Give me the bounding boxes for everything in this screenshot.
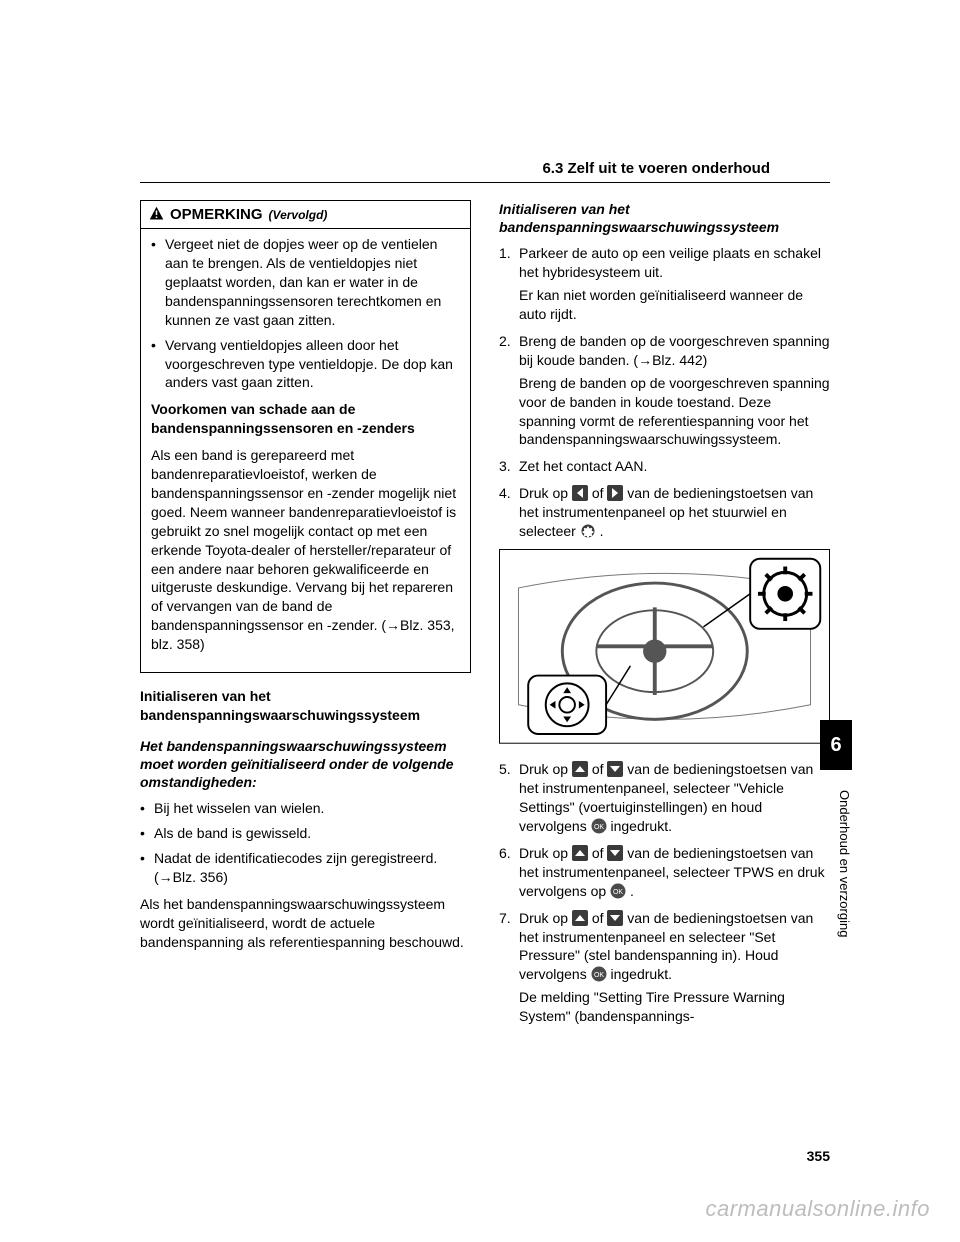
step-text: Druk op of van de bedieningstoetsen van …	[519, 485, 813, 539]
step-number: 6.	[499, 844, 511, 863]
gear-icon	[580, 523, 596, 539]
step-number: 7.	[499, 909, 511, 928]
left-paragraph: Als het bandenspanningswaarschuwingssyst…	[140, 895, 471, 952]
step-number: 5.	[499, 760, 511, 779]
bullet-text: Bij het wisselen van wielen.	[154, 800, 324, 816]
arrow-up-icon	[572, 845, 588, 861]
left-column: OPMERKING (Vervolgd) Vergeet niet de dop…	[140, 200, 471, 1142]
step-number: 4.	[499, 484, 511, 503]
list-item: Vervang ventieldopjes alleen door het vo…	[151, 336, 460, 393]
ok-button-icon: OK	[591, 966, 607, 982]
chapter-tab: 6	[820, 720, 852, 770]
step-number: 2.	[499, 332, 511, 351]
step-text: Druk op of van de bedieningstoetsen van …	[519, 761, 813, 834]
step-item: 4. Druk op of van de bedieningstoetsen v…	[499, 484, 830, 541]
watermark: carmanualsonline.info	[705, 1196, 930, 1222]
notice-title: OPMERKING	[170, 205, 263, 225]
svg-text:OK: OK	[594, 824, 604, 831]
steps-list: 1. Parkeer de auto op een veilige plaats…	[499, 244, 830, 540]
chapter-label: Onderhoud en verzorging	[820, 790, 852, 937]
notice-continued: (Vervolgd)	[269, 207, 328, 223]
step-text: Breng de banden op de voorgeschreven spa…	[519, 333, 830, 368]
ok-button-icon: OK	[591, 818, 607, 834]
step-item: 7. Druk op of van de bedieningstoetsen v…	[499, 909, 830, 1026]
arrow-down-icon	[607, 910, 623, 926]
list-item: Bij het wisselen van wielen.	[140, 799, 471, 818]
step-number: 3.	[499, 457, 511, 476]
text-fragment: of	[592, 761, 608, 777]
bullet-text: Als de band is gewisseld.	[154, 825, 311, 841]
notice-subhead: Voorkomen van schade aan de bandenspanni…	[151, 400, 460, 438]
text-fragment: Druk op	[519, 485, 572, 501]
text-fragment: .	[600, 523, 604, 539]
text-fragment: ingedrukt.	[610, 966, 671, 982]
step-item: 3. Zet het contact AAN.	[499, 457, 830, 476]
content-columns: OPMERKING (Vervolgd) Vergeet niet de dop…	[140, 200, 830, 1142]
step-text: Parkeer de auto op een veilige plaats en…	[519, 245, 821, 280]
arrow-down-icon	[607, 761, 623, 777]
text-fragment: of	[592, 845, 608, 861]
ok-button-icon: OK	[610, 883, 626, 899]
steps-list-continued: 5. Druk op of van de bedieningstoetsen v…	[499, 760, 830, 1026]
section-header: 6.3 Zelf uit te voeren onderhoud	[542, 160, 770, 177]
left-h1: Initialiseren van het bandenspanningswaa…	[140, 687, 471, 725]
notice-header: OPMERKING (Vervolgd)	[141, 201, 470, 229]
step-item: 1. Parkeer de auto op een veilige plaats…	[499, 244, 830, 324]
header-rule	[140, 182, 830, 183]
left-h2: Het bandenspanningswaarschuwingssysteem …	[140, 737, 471, 792]
arrow-right-icon	[607, 485, 623, 501]
svg-text:OK: OK	[613, 889, 623, 896]
step-text: Zet het contact AAN.	[519, 458, 647, 474]
bullet-text: Nadat de identificatiecodes zijn geregis…	[154, 850, 437, 885]
notice-box: OPMERKING (Vervolgd) Vergeet niet de dop…	[140, 200, 471, 673]
step-number: 1.	[499, 244, 511, 263]
text-fragment: of	[592, 485, 608, 501]
notice-body: Vergeet niet de dopjes weer op de ventie…	[141, 229, 470, 672]
arrow-left-icon	[572, 485, 588, 501]
manual-page: 6.3 Zelf uit te voeren onderhoud OPMERKI…	[0, 0, 960, 1242]
arrow-up-icon	[572, 761, 588, 777]
step-subtext: Breng de banden op de voorgeschreven spa…	[519, 374, 830, 450]
right-h1: Initialiseren van het bandenspanningswaa…	[499, 200, 830, 236]
text-fragment: Druk op	[519, 761, 572, 777]
text-fragment: .	[630, 883, 634, 899]
step-subtext: Er kan niet worden geïnitialiseerd wanne…	[519, 286, 830, 324]
step-item: 2. Breng de banden op de voorgeschreven …	[499, 332, 830, 449]
step-subtext: De melding "Setting Tire Pressure Warnin…	[519, 988, 830, 1026]
text-fragment: of	[592, 910, 608, 926]
list-item: Vergeet niet de dopjes weer op de ventie…	[151, 235, 460, 329]
list-item: Als de band is gewisseld.	[140, 824, 471, 843]
bullet-text: Vervang ventieldopjes alleen door het vo…	[165, 337, 453, 391]
text-fragment: ingedrukt.	[610, 818, 671, 834]
notice-bullets: Vergeet niet de dopjes weer op de ventie…	[151, 235, 460, 392]
steering-wheel-illustration	[499, 549, 830, 749]
text-fragment: Druk op	[519, 910, 572, 926]
text-fragment: Druk op	[519, 845, 572, 861]
warning-icon	[149, 205, 164, 224]
step-text: Druk op of van de bedieningstoetsen van …	[519, 910, 813, 983]
step-item: 5. Druk op of van de bedieningstoetsen v…	[499, 760, 830, 836]
step-text: Druk op of van de bedieningstoetsen van …	[519, 845, 825, 899]
step-item: 6. Druk op of van de bedieningstoetsen v…	[499, 844, 830, 901]
svg-text:OK: OK	[594, 972, 604, 979]
page-number: 355	[807, 1148, 830, 1164]
arrow-up-icon	[572, 910, 588, 926]
list-item: Nadat de identificatiecodes zijn geregis…	[140, 849, 471, 887]
bullet-text: Vergeet niet de dopjes weer op de ventie…	[165, 236, 441, 328]
arrow-down-icon	[607, 845, 623, 861]
notice-body-text: Als een band is gerepareerd met bandenre…	[151, 446, 460, 654]
right-column: Initialiseren van het bandenspanningswaa…	[499, 200, 830, 1142]
left-bullets: Bij het wisselen van wielen. Als de band…	[140, 799, 471, 887]
